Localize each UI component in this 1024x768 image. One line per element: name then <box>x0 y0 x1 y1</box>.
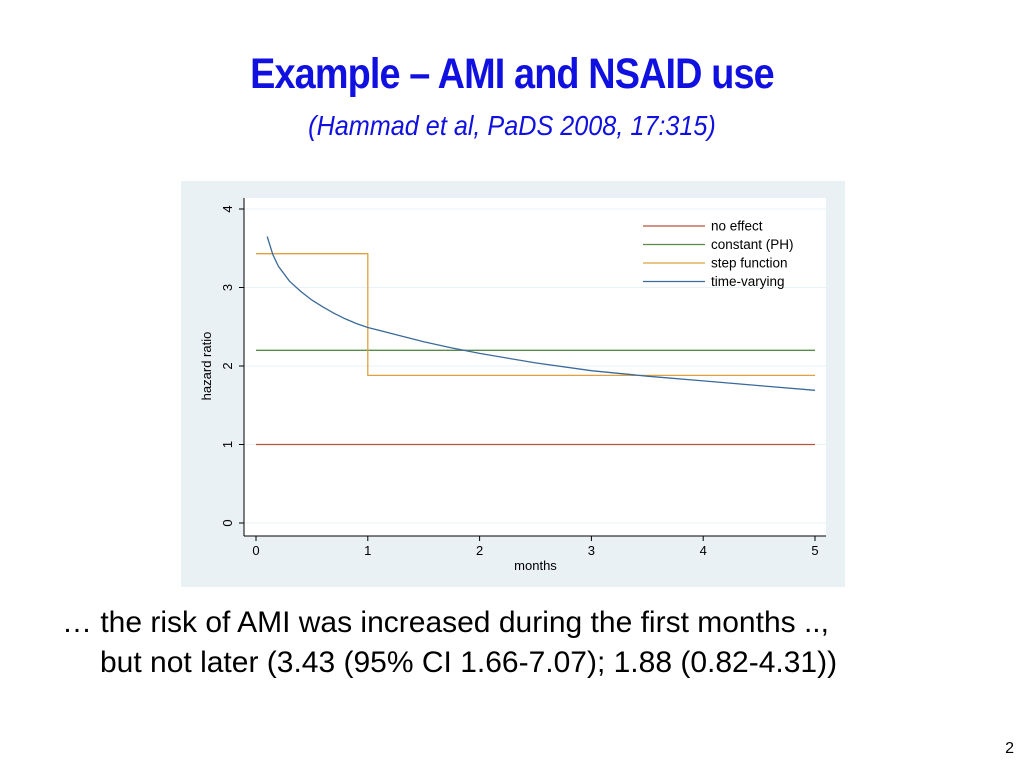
slide-caption: … the risk of AMI was increased during t… <box>62 603 982 683</box>
y-axis-label: hazard ratio <box>199 332 214 401</box>
slide-title: Example – AMI and NSAID use <box>250 50 775 98</box>
slide-subtitle: (Hammad et al, PaDS 2008, 17:315) <box>308 110 716 141</box>
x-axis-label: months <box>514 558 557 573</box>
legend-label: step function <box>711 256 788 271</box>
series-line-step-function <box>256 253 815 377</box>
legend-label: no effect <box>711 219 763 234</box>
y-tick-label: 1 <box>220 441 235 448</box>
x-tick-label: 2 <box>476 543 483 558</box>
series-line-time-varying <box>266 236 816 391</box>
legend-label: time-varying <box>711 274 785 289</box>
x-tick-label: 3 <box>588 543 595 558</box>
caption-line-2: but not later (3.43 (95% CI 1.66-7.07); … <box>100 646 838 679</box>
x-tick-label: 4 <box>700 543 707 558</box>
y-tick-label: 3 <box>220 284 235 291</box>
x-tick-label: 1 <box>364 543 371 558</box>
x-tick-label: 5 <box>811 543 818 558</box>
y-tick-label: 2 <box>220 362 235 369</box>
hazard-ratio-chart: 0 1 2 3 4 0 1 2 3 4 5 months hazard ratio no effect co… <box>181 181 845 587</box>
x-tick-label: 0 <box>252 543 259 558</box>
caption-line-1: … the risk of AMI was increased during t… <box>62 606 829 639</box>
chart-svg: 0 1 2 3 4 0 1 2 3 4 5 months hazard ratio no effect co… <box>181 181 845 587</box>
y-tick-label: 0 <box>220 519 235 526</box>
legend-label: constant (PH) <box>711 237 794 252</box>
y-tick-label: 4 <box>220 205 235 212</box>
page-number: 2 <box>1005 740 1014 757</box>
